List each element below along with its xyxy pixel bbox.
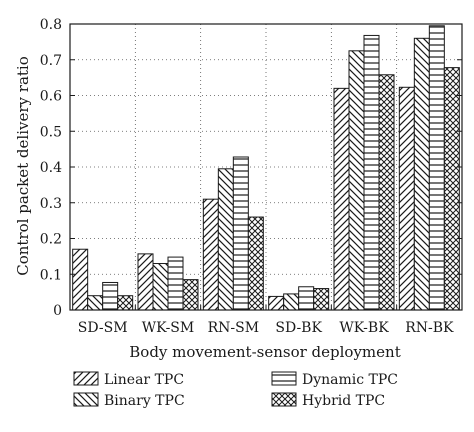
x-tick-label: SD-SM (78, 320, 128, 336)
x-tick-label: SD-BK (275, 320, 322, 336)
bar-dynamic-tpc-wk-bk (363, 34, 380, 311)
bar-dynamic-tpc-sd-sm (102, 281, 119, 311)
bar-linear-tpc-wk-sm (137, 253, 154, 311)
legend-label: Binary TPC (104, 393, 185, 409)
x-tick-label: RN-SM (208, 320, 259, 336)
bar-dynamic-tpc-rn-bk (428, 25, 445, 311)
y-tick-label: 0.4 (40, 160, 62, 176)
bar-binary-tpc-rn-sm (217, 168, 234, 311)
bar-linear-tpc-sd-sm (72, 248, 89, 311)
x-tick-label: RN-BK (405, 320, 454, 336)
y-tick-label: 0.3 (40, 196, 62, 212)
x-tick-label: WK-BK (339, 320, 389, 336)
legend-swatch-linear-tpc (73, 371, 99, 386)
x-axis-title: Body movement-sensor deployment (129, 343, 400, 361)
bar-binary-tpc-sd-bk (283, 293, 300, 311)
bar-binary-tpc-wk-bk (348, 50, 365, 311)
bar-linear-tpc-wk-bk (333, 87, 350, 311)
bar-dynamic-tpc-rn-sm (232, 156, 249, 311)
x-tick-label: WK-SM (142, 320, 195, 336)
y-tick-label: 0.6 (40, 89, 62, 105)
legend-swatch-hybrid-tpc (271, 392, 297, 407)
y-tick-label: 0.8 (40, 17, 62, 33)
legend-label: Hybrid TPC (302, 393, 385, 409)
y-tick-label: 0 (53, 303, 62, 319)
legend-swatch-dynamic-tpc (271, 371, 297, 386)
bar-linear-tpc-sd-bk (268, 295, 285, 311)
bar-dynamic-tpc-wk-sm (167, 256, 184, 311)
bar-dynamic-tpc-sd-bk (298, 286, 315, 311)
bar-linear-tpc-rn-bk (398, 86, 415, 311)
bar-hybrid-tpc-sd-sm (117, 295, 134, 311)
legend: Linear TPC Binary TPC Dynamic TPC Hybrid TP… (73, 371, 398, 409)
legend-swatch-binary-tpc (73, 392, 99, 407)
y-axis-title: Control packet delivery ratio (14, 56, 32, 275)
bar-binary-tpc-wk-sm (152, 263, 169, 311)
tick-labels: 0 0.1 0.2 0.3 0.4 0.5 0.6 0.7 0.8 SD-SM WK-SM RN-SM… (40, 17, 454, 336)
plot-frame (69, 23, 463, 311)
legend-label: Dynamic TPC (302, 372, 398, 388)
bar-hybrid-tpc-rn-sm (247, 216, 264, 311)
y-tick-label: 0.7 (40, 53, 62, 69)
axes (69, 23, 463, 311)
y-tick-label: 0.5 (40, 124, 62, 140)
bars (72, 25, 460, 311)
y-tick-label: 0.1 (40, 267, 62, 283)
legend-label: Linear TPC (104, 372, 184, 388)
bar-hybrid-tpc-wk-sm (182, 279, 199, 311)
y-tick-label: 0.2 (40, 232, 62, 248)
bar-linear-tpc-rn-sm (202, 198, 219, 311)
bar-hybrid-tpc-wk-bk (378, 74, 395, 311)
bar-hybrid-tpc-sd-bk (313, 288, 330, 311)
bar-hybrid-tpc-rn-bk (443, 67, 460, 311)
bar-binary-tpc-sd-sm (87, 295, 104, 311)
grid-lines (70, 24, 462, 310)
bar-binary-tpc-rn-bk (413, 37, 430, 311)
